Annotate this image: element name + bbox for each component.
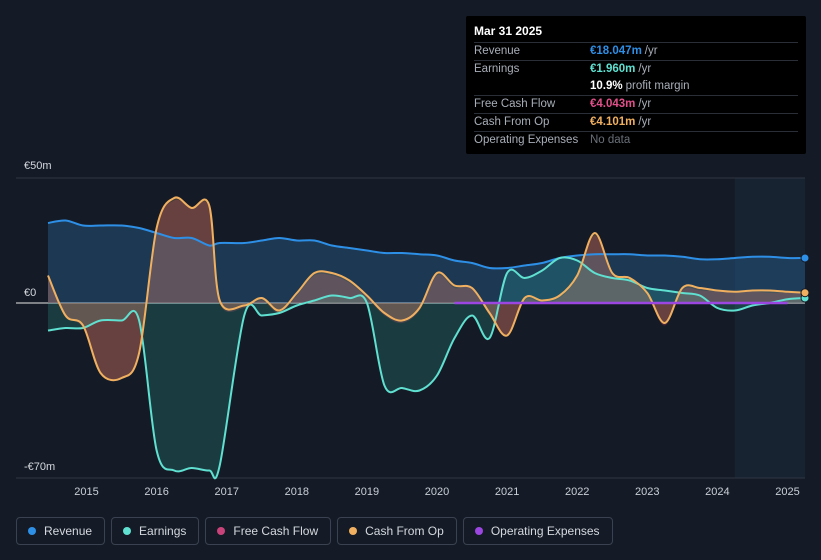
grid-lines <box>16 177 805 479</box>
y-tick-label: -€70m <box>24 461 55 473</box>
x-tick-label: 2016 <box>144 486 168 498</box>
legend-label: Earnings <box>139 524 187 538</box>
tooltip-row-profit-margin: 10.9% profit margin <box>474 78 798 95</box>
tooltip-label: Revenue <box>474 45 521 57</box>
chart-canvas: €50m €0 -€70m 2015 2016 2017 2018 2019 2020 2021… <box>16 160 810 498</box>
legend-dot-icon <box>474 527 483 535</box>
x-tick-label: 2015 <box>74 486 98 498</box>
legend-dot-icon <box>123 527 132 535</box>
earnings-line <box>47 256 806 480</box>
legend-item-earnings[interactable]: Earnings <box>111 517 200 545</box>
series-lines <box>47 196 806 480</box>
y-tick-label: €50m <box>24 160 52 172</box>
x-tick-label: 2018 <box>285 486 309 498</box>
x-tick-label: 2024 <box>705 486 729 498</box>
cash-from-op-line <box>47 196 806 382</box>
tooltip-label: Earnings <box>474 63 520 75</box>
forecast-region <box>734 178 805 478</box>
tooltip-label: Cash From Op <box>474 116 550 128</box>
legend-label: Cash From Op <box>365 524 444 538</box>
tooltip-row-earnings: Earnings €1.960m /yr <box>474 60 798 78</box>
tooltip-value: €4.043m <box>590 98 636 110</box>
x-tick-label: 2020 <box>425 486 449 498</box>
tooltip-label: Operating Expenses <box>474 134 579 146</box>
tooltip-row-fcf: Free Cash Flow €4.043m /yr <box>474 95 798 113</box>
x-tick-label: 2023 <box>635 486 659 498</box>
y-tick-label: €0 <box>24 287 36 299</box>
legend-dot-icon <box>349 527 358 535</box>
x-tick-label: 2021 <box>495 486 519 498</box>
tooltip-unit: /yr <box>638 98 652 110</box>
series-areas <box>48 197 805 479</box>
tooltip-panel: Mar 31 2025 Revenue €18.047m /yr Earning… <box>466 16 806 154</box>
x-axis-labels: 2015 2016 2017 2018 2019 2020 2021 2022 2023 2024… <box>74 486 799 498</box>
series-endpoints <box>800 253 810 303</box>
legend: Revenue Earnings Free Cash Flow Cash Fro… <box>16 517 613 545</box>
revenue-area <box>48 220 805 303</box>
free-cash-flow-area <box>48 199 805 381</box>
legend-dot-icon <box>217 527 226 535</box>
legend-label: Free Cash Flow <box>233 524 319 538</box>
x-tick-label: 2017 <box>214 486 238 498</box>
x-tick-label: 2025 <box>775 486 799 498</box>
tooltip-unit: /yr <box>638 116 652 128</box>
earnings-area <box>48 257 805 479</box>
tooltip-date: Mar 31 2025 <box>474 24 543 38</box>
tooltip-value: €4.101m <box>590 116 636 128</box>
tooltip-value: €18.047m <box>590 45 642 57</box>
legend-dot-icon <box>28 527 36 535</box>
revenue-line <box>47 219 806 270</box>
tooltip-value: No data <box>590 134 631 146</box>
x-tick-label: 2019 <box>355 486 379 498</box>
legend-item-cash-from-op[interactable]: Cash From Op <box>337 517 457 545</box>
tooltip-label: Free Cash Flow <box>474 98 556 110</box>
tooltip-unit: profit margin <box>625 80 690 92</box>
x-tick-label: 2022 <box>565 486 589 498</box>
legend-label: Operating Expenses <box>490 524 600 538</box>
y-axis-labels: €50m €0 -€70m <box>24 160 55 473</box>
tooltip-unit: /yr <box>644 45 658 57</box>
cash-from-op-endpoint <box>800 288 810 298</box>
tooltip-row-opex: Operating Expenses No data <box>474 131 798 149</box>
cash-from-op-area <box>48 197 805 381</box>
revenue-endpoint <box>800 253 810 263</box>
tooltip-unit: /yr <box>638 63 652 75</box>
legend-label: Revenue <box>44 524 93 538</box>
legend-item-operating-expenses[interactable]: Operating Expenses <box>462 517 613 545</box>
legend-item-revenue[interactable]: Revenue <box>16 517 106 545</box>
tooltip-row-cfo: Cash From Op €4.101m /yr <box>474 113 798 131</box>
tooltip-value: 10.9% <box>590 80 623 92</box>
tooltip-row-revenue: Revenue €18.047m /yr <box>474 42 798 60</box>
tooltip-value: €1.960m <box>590 63 636 75</box>
tooltip-label <box>474 78 590 95</box>
legend-item-free-cash-flow[interactable]: Free Cash Flow <box>205 517 332 545</box>
